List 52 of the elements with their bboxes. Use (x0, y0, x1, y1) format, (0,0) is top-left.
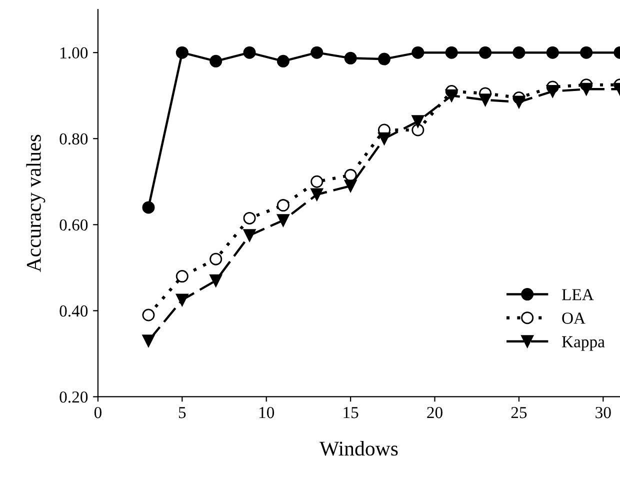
x-axis-title: Windows (319, 441, 398, 456)
point (210, 274, 222, 287)
y-tick-label: 0.40 (60, 305, 88, 317)
legend-label: OA (562, 312, 586, 324)
point (378, 52, 390, 66)
y-tick-label: 0.60 (60, 219, 88, 231)
point (243, 212, 256, 224)
point (546, 85, 559, 98)
point (546, 46, 559, 59)
legend-label: LEA (562, 289, 594, 300)
point (176, 294, 188, 306)
point (512, 46, 526, 59)
point (310, 175, 324, 188)
x-tick-label: 30 (596, 406, 611, 418)
y-tick-label: 1.00 (60, 47, 88, 59)
x-tick-label: 15 (344, 407, 358, 418)
point (412, 46, 424, 59)
x-tick-label: 20 (427, 406, 442, 418)
point (276, 199, 290, 212)
point (276, 214, 290, 227)
y-tick-label: 0.20 (60, 391, 88, 403)
point (512, 96, 526, 108)
point (412, 124, 424, 136)
point (479, 46, 492, 59)
point (276, 54, 290, 68)
point (310, 46, 324, 59)
y-tick-label: 0.80 (60, 133, 88, 145)
x-tick-label: 25 (511, 406, 527, 418)
point (243, 46, 256, 59)
point (210, 54, 222, 68)
point (243, 229, 256, 242)
point (176, 270, 188, 283)
point (445, 89, 458, 102)
point (445, 46, 458, 59)
point (176, 46, 188, 59)
point (479, 94, 492, 106)
point (412, 115, 424, 128)
point (344, 52, 357, 64)
point (142, 334, 155, 348)
x-tick-label: 5 (178, 407, 186, 418)
point (142, 308, 155, 322)
point (580, 82, 593, 96)
point (142, 201, 155, 214)
point (310, 188, 324, 201)
x-tick-label: 10 (259, 406, 274, 418)
legend-label: Kappa (562, 336, 605, 351)
point (210, 252, 222, 266)
x-tick-label: 0 (94, 406, 102, 418)
point (378, 132, 390, 145)
y-axis-title: Accuracy values (26, 134, 46, 272)
point (344, 180, 357, 192)
point (580, 46, 593, 59)
